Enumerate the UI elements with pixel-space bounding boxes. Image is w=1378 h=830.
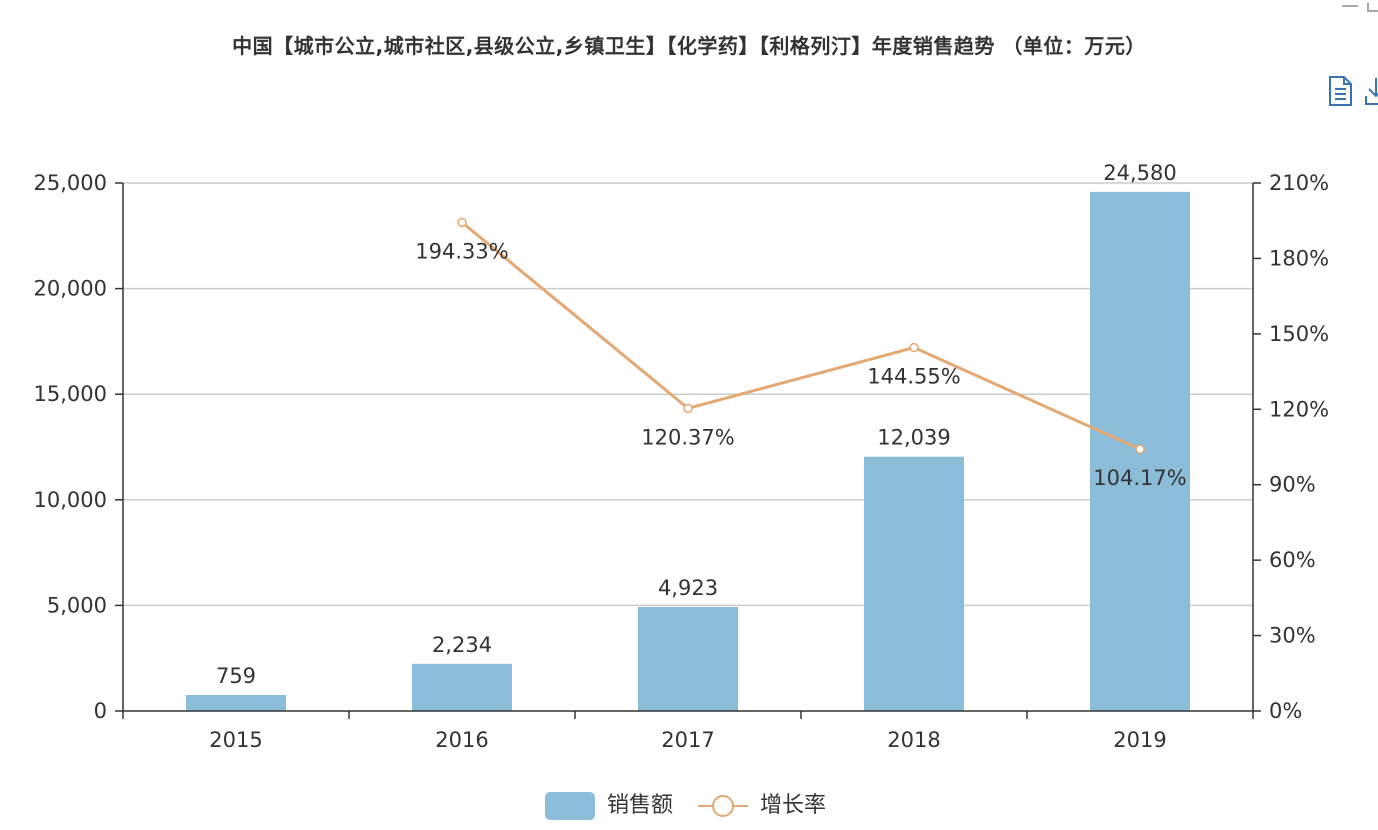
x-axis-tick-label: 2016 bbox=[435, 728, 488, 752]
bar[interactable] bbox=[186, 694, 286, 711]
window-corner-marks bbox=[1318, 0, 1378, 12]
chart-canvas: 0 5,000 10,000 15,000 20,000 25,000 0% 30% 60% 90… bbox=[34, 161, 1330, 752]
x-axis-tick-label: 2018 bbox=[887, 728, 940, 752]
growth-rate-point[interactable] bbox=[683, 403, 693, 414]
legend-bar-swatch bbox=[545, 792, 595, 820]
document-icon bbox=[1326, 76, 1356, 112]
left-axis-tick-label: 5,000 bbox=[47, 593, 107, 617]
chart-legend: 销售额 增长率 bbox=[0, 788, 1378, 824]
right-axis-tick-label: 30% bbox=[1269, 624, 1316, 648]
right-axis-tick-label: 150% bbox=[1269, 322, 1329, 346]
growth-rate-label: 144.55% bbox=[867, 365, 960, 389]
data-labels: 759 2,234 4,923 12,039 24,580 194.33% 120.37% 1… bbox=[216, 161, 1187, 688]
data-view-button[interactable] bbox=[1326, 74, 1356, 108]
left-axis-tick-label: 15,000 bbox=[34, 382, 107, 406]
growth-rate-label: 194.33% bbox=[415, 239, 508, 263]
right-axis-tick-label: 180% bbox=[1269, 246, 1329, 270]
left-axis-tick-label: 0 bbox=[94, 699, 107, 723]
axes: 0 5,000 10,000 15,000 20,000 25,000 0% 30% 60% 90… bbox=[34, 171, 1330, 752]
growth-rate-label: 104.17% bbox=[1093, 466, 1186, 490]
bar-series bbox=[186, 191, 1190, 711]
legend-label-sales: 销售额 bbox=[607, 793, 674, 818]
right-axis-tick-label: 120% bbox=[1269, 397, 1329, 421]
chart-toolbox bbox=[1298, 74, 1378, 110]
chart-title: 中国【城市公立,城市社区,县级公立,乡镇卫生】【化学药】【利格列汀】年度销售趋势… bbox=[232, 34, 1146, 58]
left-axis-tick-label: 10,000 bbox=[34, 488, 107, 512]
download-icon bbox=[1364, 78, 1378, 112]
bar-value-label: 2,234 bbox=[432, 633, 492, 657]
right-axis-tick-label: 210% bbox=[1269, 171, 1329, 195]
bar[interactable] bbox=[864, 456, 964, 711]
growth-rate-point[interactable] bbox=[1135, 444, 1145, 454]
x-axis-tick-label: 2015 bbox=[209, 728, 262, 752]
bar-value-label: 12,039 bbox=[877, 426, 950, 450]
line-series bbox=[457, 217, 1145, 454]
legend-line-swatch bbox=[698, 792, 748, 820]
growth-rate-point[interactable] bbox=[457, 217, 467, 228]
growth-rate-label: 120.37% bbox=[641, 425, 734, 449]
grid-lines bbox=[123, 182, 1253, 607]
bar[interactable] bbox=[412, 663, 512, 711]
bar-value-label: 759 bbox=[216, 664, 256, 688]
right-axis-tick-label: 0% bbox=[1269, 699, 1302, 723]
x-axis-tick-label: 2019 bbox=[1113, 728, 1166, 752]
legend-item-sales[interactable]: 销售额 bbox=[545, 788, 685, 824]
bar-value-label: 24,580 bbox=[1103, 161, 1176, 185]
bar-value-label: 4,923 bbox=[658, 576, 718, 600]
growth-rate-point[interactable] bbox=[909, 342, 919, 353]
legend-item-growth[interactable]: 增长率 bbox=[698, 788, 838, 824]
bar[interactable] bbox=[638, 607, 738, 711]
x-axis-tick-label: 2017 bbox=[661, 728, 714, 752]
legend-label-growth: 增长率 bbox=[760, 793, 827, 818]
growth-rate-line bbox=[461, 221, 1141, 451]
save-image-button[interactable] bbox=[1364, 74, 1378, 108]
left-axis-tick-label: 25,000 bbox=[34, 171, 107, 195]
left-axis-tick-label: 20,000 bbox=[34, 277, 107, 301]
right-axis-tick-label: 60% bbox=[1269, 548, 1316, 572]
right-axis-tick-label: 90% bbox=[1269, 473, 1316, 497]
